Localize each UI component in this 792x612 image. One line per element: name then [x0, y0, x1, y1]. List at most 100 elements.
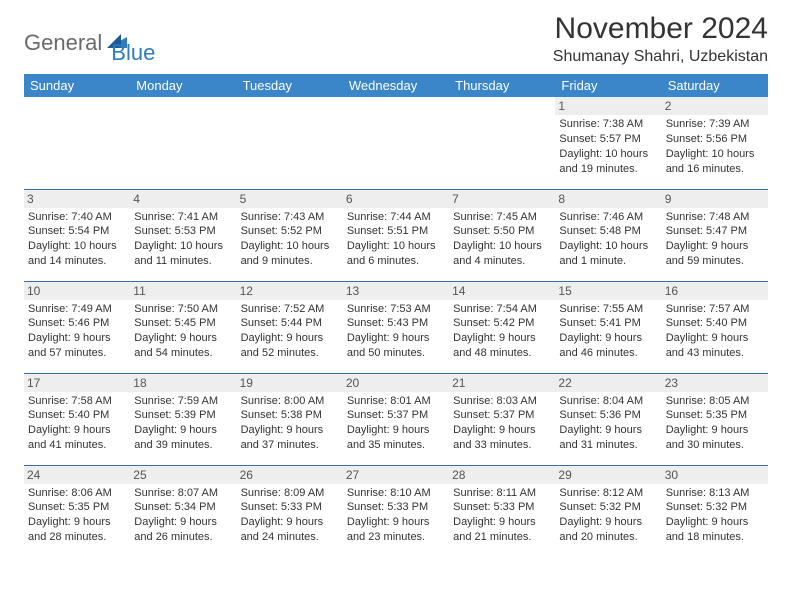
day-info: Sunrise: 7:58 AMSunset: 5:40 PMDaylight:… [28, 394, 126, 453]
day-info-line: Sunrise: 7:50 AM [134, 302, 232, 317]
day-info-line: Sunrise: 7:44 AM [347, 210, 445, 225]
day-info-line: Sunrise: 7:39 AM [666, 117, 764, 132]
calendar-week-row: 3Sunrise: 7:40 AMSunset: 5:54 PMDaylight… [24, 189, 768, 281]
day-info: Sunrise: 7:45 AMSunset: 5:50 PMDaylight:… [453, 210, 551, 269]
logo: General Blue [24, 12, 155, 66]
day-info-line: Daylight: 10 hours [453, 239, 551, 254]
day-number: 7 [449, 190, 555, 208]
calendar-day-cell: 24Sunrise: 8:06 AMSunset: 5:35 PMDayligh… [24, 465, 130, 557]
calendar-day-cell: 7 Sunrise: 7:45 AMSunset: 5:50 PMDaylight… [449, 189, 555, 281]
day-info: Sunrise: 7:50 AMSunset: 5:45 PMDaylight:… [134, 302, 232, 361]
day-info-line: Sunset: 5:38 PM [241, 408, 339, 423]
logo-text-general: General [24, 30, 102, 56]
day-info-line: Daylight: 9 hours [28, 515, 126, 530]
calendar-day-cell: 27Sunrise: 8:10 AMSunset: 5:33 PMDayligh… [343, 465, 449, 557]
day-info-line: Daylight: 9 hours [134, 515, 232, 530]
day-info: Sunrise: 8:13 AMSunset: 5:32 PMDaylight:… [666, 486, 764, 545]
day-info-line: and 57 minutes. [28, 346, 126, 361]
logo-text-blue: Blue [111, 40, 155, 66]
calendar-day-cell: 4Sunrise: 7:41 AMSunset: 5:53 PMDaylight… [130, 189, 236, 281]
day-info-line: Sunset: 5:33 PM [347, 500, 445, 515]
day-info-line: and 50 minutes. [347, 346, 445, 361]
day-info-line: Sunset: 5:42 PM [453, 316, 551, 331]
calendar-day-cell: 29Sunrise: 8:12 AMSunset: 5:32 PMDayligh… [555, 465, 661, 557]
day-info-line: Daylight: 10 hours [666, 147, 764, 162]
day-number: 20 [343, 374, 449, 392]
calendar-day-cell: 30 Sunrise: 8:13 AMSunset: 5:32 PMDayligh… [662, 465, 768, 557]
day-info-line: and 23 minutes. [347, 530, 445, 545]
day-number: 10 [24, 282, 130, 300]
day-number: 18 [130, 374, 236, 392]
day-info: Sunrise: 7:46 AMSunset: 5:48 PMDaylight:… [559, 210, 657, 269]
header: General Blue November 2024 Shumanay Shah… [24, 12, 768, 66]
day-info-line: and 14 minutes. [28, 254, 126, 269]
calendar-week-row: 10 Sunrise: 7:49 AMSunset: 5:46 PMDayligh… [24, 281, 768, 373]
day-info-line: Sunset: 5:33 PM [241, 500, 339, 515]
calendar-day-cell: 21Sunrise: 8:03 AMSunset: 5:37 PMDayligh… [449, 373, 555, 465]
calendar-day-cell: 5Sunrise: 7:43 AMSunset: 5:52 PMDaylight… [237, 189, 343, 281]
day-info-line: and 35 minutes. [347, 438, 445, 453]
calendar-day-cell: 28Sunrise: 8:11 AMSunset: 5:33 PMDayligh… [449, 465, 555, 557]
day-info: Sunrise: 7:55 AMSunset: 5:41 PMDaylight:… [559, 302, 657, 361]
day-info-line: Sunrise: 7:57 AM [666, 302, 764, 317]
day-info-line: and 1 minute. [559, 254, 657, 269]
calendar-day-cell: 11Sunrise: 7:50 AMSunset: 5:45 PMDayligh… [130, 281, 236, 373]
calendar-day-cell: 19Sunrise: 8:00 AMSunset: 5:38 PMDayligh… [237, 373, 343, 465]
weekday-header: Saturday [662, 74, 768, 97]
day-info-line: and 39 minutes. [134, 438, 232, 453]
day-info-line: Sunset: 5:39 PM [134, 408, 232, 423]
day-info: Sunrise: 7:44 AMSunset: 5:51 PMDaylight:… [347, 210, 445, 269]
day-info-line: Sunset: 5:44 PM [241, 316, 339, 331]
weekday-header: Sunday [24, 74, 130, 97]
day-info: Sunrise: 7:43 AMSunset: 5:52 PMDaylight:… [241, 210, 339, 269]
day-info-line: Sunrise: 7:41 AM [134, 210, 232, 225]
calendar-day-cell [343, 97, 449, 189]
day-info-line: and 54 minutes. [134, 346, 232, 361]
day-info-line: and 31 minutes. [559, 438, 657, 453]
day-info-line: Sunrise: 8:05 AM [666, 394, 764, 409]
calendar-table: Sunday Monday Tuesday Wednesday Thursday… [24, 74, 768, 557]
day-info: Sunrise: 7:54 AMSunset: 5:42 PMDaylight:… [453, 302, 551, 361]
day-info-line: Sunrise: 8:06 AM [28, 486, 126, 501]
calendar-day-cell: 8Sunrise: 7:46 AMSunset: 5:48 PMDaylight… [555, 189, 661, 281]
day-info-line: Sunrise: 8:04 AM [559, 394, 657, 409]
calendar-day-cell: 15Sunrise: 7:55 AMSunset: 5:41 PMDayligh… [555, 281, 661, 373]
day-info-line: and 16 minutes. [666, 162, 764, 177]
day-info-line: Daylight: 9 hours [347, 423, 445, 438]
day-info-line: Sunset: 5:40 PM [28, 408, 126, 423]
day-info: Sunrise: 7:57 AMSunset: 5:40 PMDaylight:… [666, 302, 764, 361]
day-info-line: Daylight: 10 hours [134, 239, 232, 254]
day-info: Sunrise: 8:09 AMSunset: 5:33 PMDaylight:… [241, 486, 339, 545]
day-info-line: and 6 minutes. [347, 254, 445, 269]
day-info-line: and 33 minutes. [453, 438, 551, 453]
day-info-line: Sunset: 5:37 PM [453, 408, 551, 423]
day-info-line: Sunset: 5:47 PM [666, 224, 764, 239]
day-info-line: Sunset: 5:32 PM [559, 500, 657, 515]
day-number: 22 [555, 374, 661, 392]
title-block: November 2024 Shumanay Shahri, Uzbekista… [553, 12, 768, 66]
day-info-line: Daylight: 9 hours [666, 423, 764, 438]
day-info-line: Daylight: 9 hours [347, 515, 445, 530]
day-info-line: and 52 minutes. [241, 346, 339, 361]
day-info: Sunrise: 7:49 AMSunset: 5:46 PMDaylight:… [28, 302, 126, 361]
day-info-line: Sunset: 5:33 PM [453, 500, 551, 515]
weekday-header: Monday [130, 74, 236, 97]
day-info-line: and 24 minutes. [241, 530, 339, 545]
day-number: 30 [662, 466, 768, 484]
day-info-line: Sunset: 5:34 PM [134, 500, 232, 515]
day-number: 28 [449, 466, 555, 484]
day-info-line: and 18 minutes. [666, 530, 764, 545]
day-info: Sunrise: 7:52 AMSunset: 5:44 PMDaylight:… [241, 302, 339, 361]
day-info-line: and 26 minutes. [134, 530, 232, 545]
day-info: Sunrise: 8:10 AMSunset: 5:33 PMDaylight:… [347, 486, 445, 545]
weekday-header: Friday [555, 74, 661, 97]
day-info-line: Daylight: 9 hours [559, 515, 657, 530]
day-info-line: Sunrise: 7:55 AM [559, 302, 657, 317]
day-info: Sunrise: 7:53 AMSunset: 5:43 PMDaylight:… [347, 302, 445, 361]
day-info-line: Sunrise: 8:12 AM [559, 486, 657, 501]
day-info: Sunrise: 8:03 AMSunset: 5:37 PMDaylight:… [453, 394, 551, 453]
day-info-line: Sunrise: 7:38 AM [559, 117, 657, 132]
day-info-line: Sunrise: 8:07 AM [134, 486, 232, 501]
day-info: Sunrise: 7:41 AMSunset: 5:53 PMDaylight:… [134, 210, 232, 269]
day-info-line: Daylight: 9 hours [666, 515, 764, 530]
